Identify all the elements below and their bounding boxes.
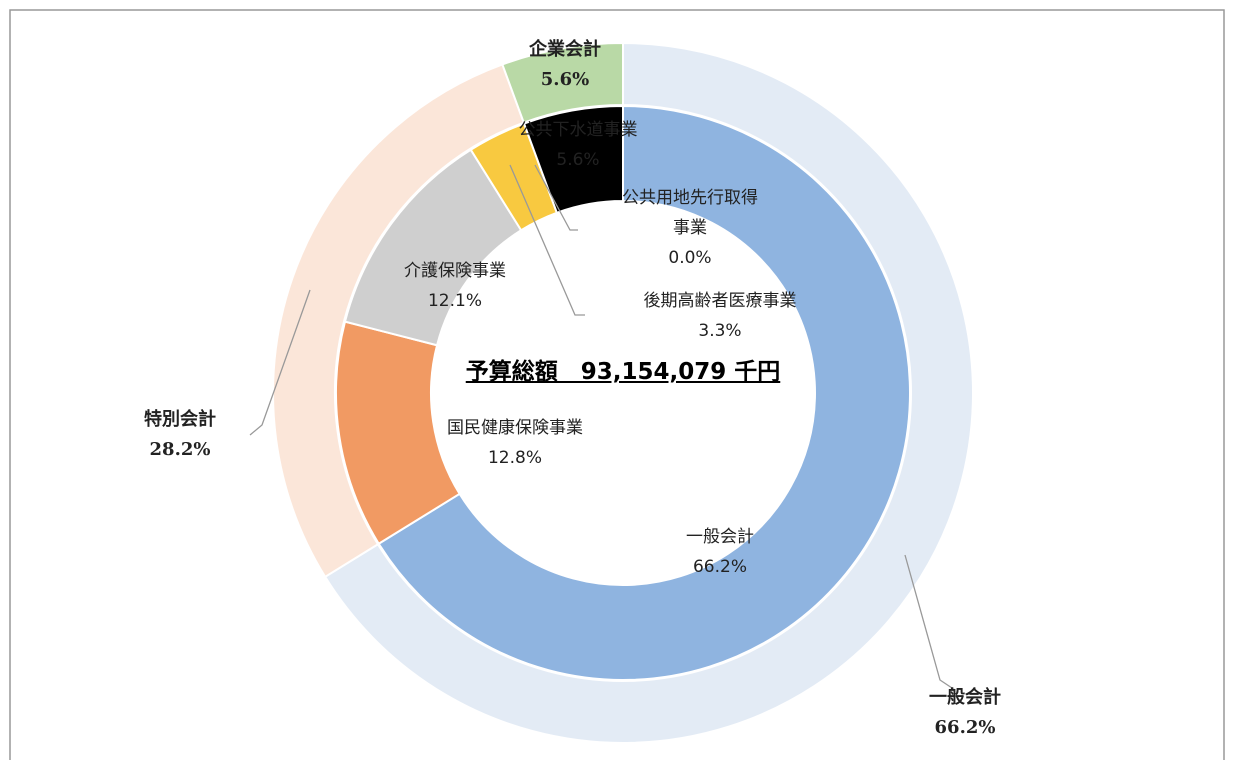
value-label: 12.8% [487,448,542,468]
segment-label: 企業会計 5.6% [529,35,601,95]
rings [272,41,974,744]
center-text: 予算総額 93,154,079 千円 [465,359,781,385]
donut-segment [377,104,911,681]
category-label: 介護保険事業 [404,261,506,281]
value-label: 28.2% [149,439,211,460]
value-label: 0.0% [668,248,712,268]
category-label: 公共用地先行取得事業 [622,188,758,238]
category-label: 後期高齢者医療事業 [643,291,797,311]
value-label: 12.1% [427,291,482,311]
value-label: 5.6% [556,150,600,170]
leader-lines [249,164,956,691]
segment-label: 一般会計 66.2% [929,683,1001,743]
value-label: 3.3% [698,321,742,341]
segment-label: 一般会計 66.2% [686,522,754,582]
category-label: 公共下水道事業 [518,120,638,140]
category-label: 国民健康保険事業 [447,418,583,438]
value-label: 66.2% [934,717,996,738]
category-label: 企業会計 [529,39,601,60]
frame [9,9,1225,760]
segment-label: 公共用地先行取得事業 0.0% [615,183,765,273]
category-label: 一般会計 [929,687,1001,708]
segment-label: 後期高齢者医療事業 3.3% [644,286,797,346]
leader-line [534,164,578,231]
category-label: 特別会計 [144,409,216,430]
leader-line [509,164,585,316]
segment-label: 公共下水道事業 5.6% [519,115,638,175]
leader-line [249,289,311,436]
leader-line [904,554,956,691]
value-label: 66.2% [692,557,747,577]
category-label: 一般会計 [686,527,754,547]
segment-label: 介護保険事業 12.1% [404,256,506,316]
segment-label: 特別会計 28.2% [144,405,216,465]
segment-label: 国民健康保険事業 12.8% [447,413,583,473]
value-label: 5.6% [540,69,590,90]
donut-segment [522,104,624,215]
